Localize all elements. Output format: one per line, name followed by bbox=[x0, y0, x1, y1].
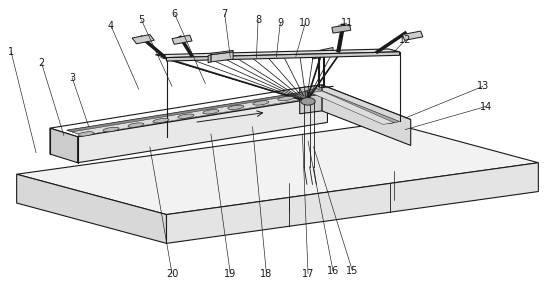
Text: 1: 1 bbox=[8, 47, 14, 57]
Polygon shape bbox=[311, 91, 394, 124]
Text: 4: 4 bbox=[108, 21, 114, 31]
Polygon shape bbox=[300, 85, 411, 122]
Ellipse shape bbox=[128, 123, 144, 127]
Text: 10: 10 bbox=[299, 18, 311, 28]
Ellipse shape bbox=[228, 105, 244, 109]
Text: 3: 3 bbox=[69, 73, 75, 83]
Ellipse shape bbox=[103, 127, 119, 132]
Polygon shape bbox=[300, 85, 322, 114]
Text: 9: 9 bbox=[277, 18, 284, 28]
Polygon shape bbox=[17, 122, 538, 215]
Text: 2: 2 bbox=[38, 58, 45, 68]
Polygon shape bbox=[155, 49, 400, 58]
Text: 14: 14 bbox=[480, 102, 492, 111]
Text: 19: 19 bbox=[224, 269, 236, 278]
Text: 15: 15 bbox=[346, 266, 359, 276]
Polygon shape bbox=[166, 52, 400, 61]
Polygon shape bbox=[402, 31, 423, 40]
Polygon shape bbox=[166, 163, 538, 243]
Ellipse shape bbox=[278, 96, 294, 101]
Polygon shape bbox=[72, 94, 311, 135]
Polygon shape bbox=[50, 128, 78, 163]
Text: 18: 18 bbox=[260, 269, 273, 278]
Text: 20: 20 bbox=[166, 269, 178, 278]
Text: 7: 7 bbox=[221, 10, 228, 19]
Text: 8: 8 bbox=[255, 15, 261, 25]
Text: 6: 6 bbox=[171, 10, 178, 19]
Polygon shape bbox=[312, 48, 333, 59]
Text: 13: 13 bbox=[477, 82, 489, 91]
Polygon shape bbox=[50, 88, 327, 137]
Text: 11: 11 bbox=[341, 18, 353, 28]
Ellipse shape bbox=[253, 101, 269, 105]
Ellipse shape bbox=[153, 118, 169, 123]
Text: 17: 17 bbox=[302, 269, 314, 278]
Polygon shape bbox=[211, 52, 233, 62]
Polygon shape bbox=[211, 50, 233, 55]
Polygon shape bbox=[67, 92, 316, 134]
Polygon shape bbox=[208, 55, 211, 63]
Circle shape bbox=[301, 98, 315, 105]
Polygon shape bbox=[305, 88, 400, 124]
Polygon shape bbox=[78, 96, 327, 163]
Polygon shape bbox=[172, 35, 192, 44]
Polygon shape bbox=[132, 35, 154, 44]
Ellipse shape bbox=[78, 132, 94, 136]
Ellipse shape bbox=[203, 110, 219, 114]
Polygon shape bbox=[322, 85, 411, 145]
Polygon shape bbox=[17, 174, 167, 243]
Text: 16: 16 bbox=[327, 266, 339, 276]
Ellipse shape bbox=[178, 114, 194, 118]
Text: 5: 5 bbox=[138, 15, 145, 25]
Polygon shape bbox=[332, 24, 351, 33]
Text: 12: 12 bbox=[399, 35, 411, 45]
